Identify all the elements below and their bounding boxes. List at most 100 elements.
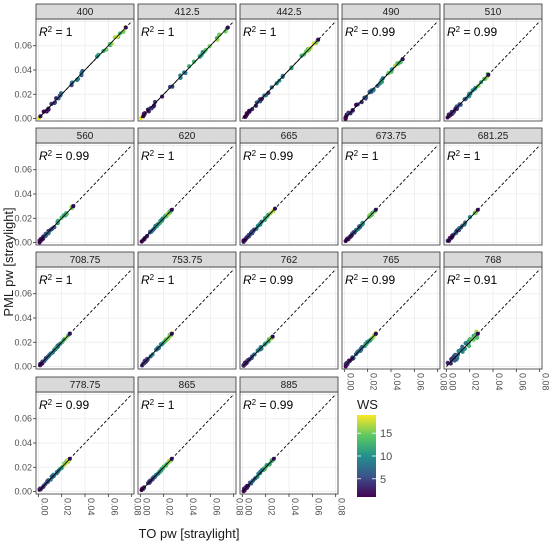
x-tick-label: 0.02 — [471, 373, 481, 391]
facet-panel: R2 = 1 620 — [137, 127, 237, 246]
data-point — [55, 221, 60, 226]
x-tick-label: 0.00 — [345, 373, 355, 391]
data-point — [45, 479, 50, 484]
x-tick-label: 0.06 — [415, 373, 425, 391]
facet-strip-label: 400 — [77, 7, 94, 18]
r-squared-label: R2 = 1 — [39, 273, 73, 287]
facet-strip — [239, 3, 339, 20]
x-tick-label: 0.04 — [392, 373, 402, 391]
data-point — [473, 210, 478, 215]
data-point — [167, 84, 173, 89]
legend-title: WS — [357, 397, 378, 412]
facet-strip-label: 753.75 — [172, 255, 203, 266]
fit-line — [140, 27, 229, 119]
data-point — [183, 70, 188, 76]
data-point — [178, 73, 183, 78]
r-squared-label: R2 = 0.99 — [345, 273, 395, 287]
fit-line — [344, 333, 377, 367]
facet-panel: R2 = 1 442.5 — [239, 3, 339, 122]
fit-line — [446, 333, 479, 367]
x-tick-label: 0.06 — [211, 498, 221, 516]
facet-strip — [341, 3, 441, 20]
max-point — [373, 207, 378, 212]
facet-panel: R2 = 1 753.75 — [137, 251, 237, 370]
fit-line — [242, 458, 275, 492]
facet-panel: R2 = 0.99 510 — [443, 3, 543, 122]
max-point — [225, 25, 230, 30]
facet-strip — [137, 376, 237, 393]
y-tick-label: 0.00 — [14, 362, 32, 372]
facet-strip — [239, 376, 339, 393]
legend-tick-label: 10 — [380, 451, 392, 463]
facet-strip-label: 681.25 — [478, 131, 509, 142]
x-tick-label: 0.06 — [517, 373, 527, 391]
r-squared-label: R2 = 0.99 — [39, 398, 89, 412]
data-point — [191, 59, 197, 64]
x-tick-label: 0.00 — [39, 498, 49, 516]
facet-strip-label: 620 — [179, 131, 196, 142]
fit-line — [38, 458, 71, 492]
max-point — [316, 37, 321, 42]
data-point — [253, 103, 259, 108]
y-tick-label: 0.00 — [14, 487, 32, 497]
fit-line — [38, 27, 127, 119]
y-tick-label: 0.06 — [14, 41, 32, 51]
x-tick-label: 0.02 — [267, 498, 277, 516]
facet-panel: R2 = 0.99 560 0.00 0.02 0.04 0.06 — [14, 127, 135, 248]
data-point — [157, 220, 163, 226]
facet-panel: R2 = 0.99 765 0.00 0.02 0.04 0.06 0.08 — [341, 251, 449, 391]
r-squared-label: R2 = 0.99 — [243, 149, 293, 163]
facet-strip — [35, 251, 135, 268]
data-point — [445, 360, 450, 366]
facet-strip-label: 865 — [179, 380, 196, 391]
data-point — [141, 114, 146, 119]
data-point — [241, 488, 247, 493]
y-tick-label: 0.00 — [14, 114, 32, 124]
data-point — [367, 213, 372, 218]
legend-colorbar — [357, 415, 376, 497]
x-tick-label: 0.08 — [235, 498, 245, 516]
data-point — [94, 54, 100, 59]
facet-panel: R2 = 1 412.5 — [137, 3, 237, 122]
x-tick-label: 0.04 — [86, 498, 96, 516]
data-point — [37, 487, 42, 492]
data-point — [467, 215, 472, 220]
data-point — [255, 348, 260, 353]
data-point — [150, 352, 155, 357]
data-point — [458, 102, 463, 107]
data-point — [61, 213, 66, 218]
data-point — [378, 79, 384, 85]
facet-strip — [35, 376, 135, 393]
y-tick-label: 0.04 — [14, 313, 32, 323]
facet-strip-label: 665 — [281, 131, 298, 142]
y-tick-label: 0.04 — [14, 189, 32, 199]
facet-strip-label: 490 — [383, 7, 400, 18]
facet-strip-label: 762 — [281, 255, 298, 266]
max-point — [67, 331, 72, 336]
facet-strip — [239, 251, 339, 268]
max-point — [373, 331, 378, 336]
x-tick-label: 0.08 — [439, 373, 449, 391]
facet-strip — [137, 127, 237, 144]
facet-strip — [341, 251, 441, 268]
fit-line — [242, 39, 319, 119]
max-point — [271, 456, 276, 461]
r-squared-label: R2 = 0.99 — [243, 273, 293, 287]
data-point — [303, 49, 309, 54]
data-point — [215, 37, 220, 42]
max-point — [270, 334, 275, 339]
y-axis-title: PML pw [straylight] — [1, 207, 16, 316]
data-point — [59, 466, 64, 471]
x-tick-label: 0.00 — [141, 498, 151, 516]
facet-panel: R2 = 0.99 762 — [239, 251, 339, 370]
data-point — [466, 343, 472, 349]
data-point — [255, 474, 260, 479]
facet-strip — [35, 3, 135, 20]
fit-line — [242, 208, 276, 243]
r-squared-label: R2 = 0.99 — [243, 398, 293, 412]
facet-strip-label: 778.75 — [70, 380, 101, 391]
data-point — [360, 222, 365, 227]
max-point — [123, 25, 128, 30]
